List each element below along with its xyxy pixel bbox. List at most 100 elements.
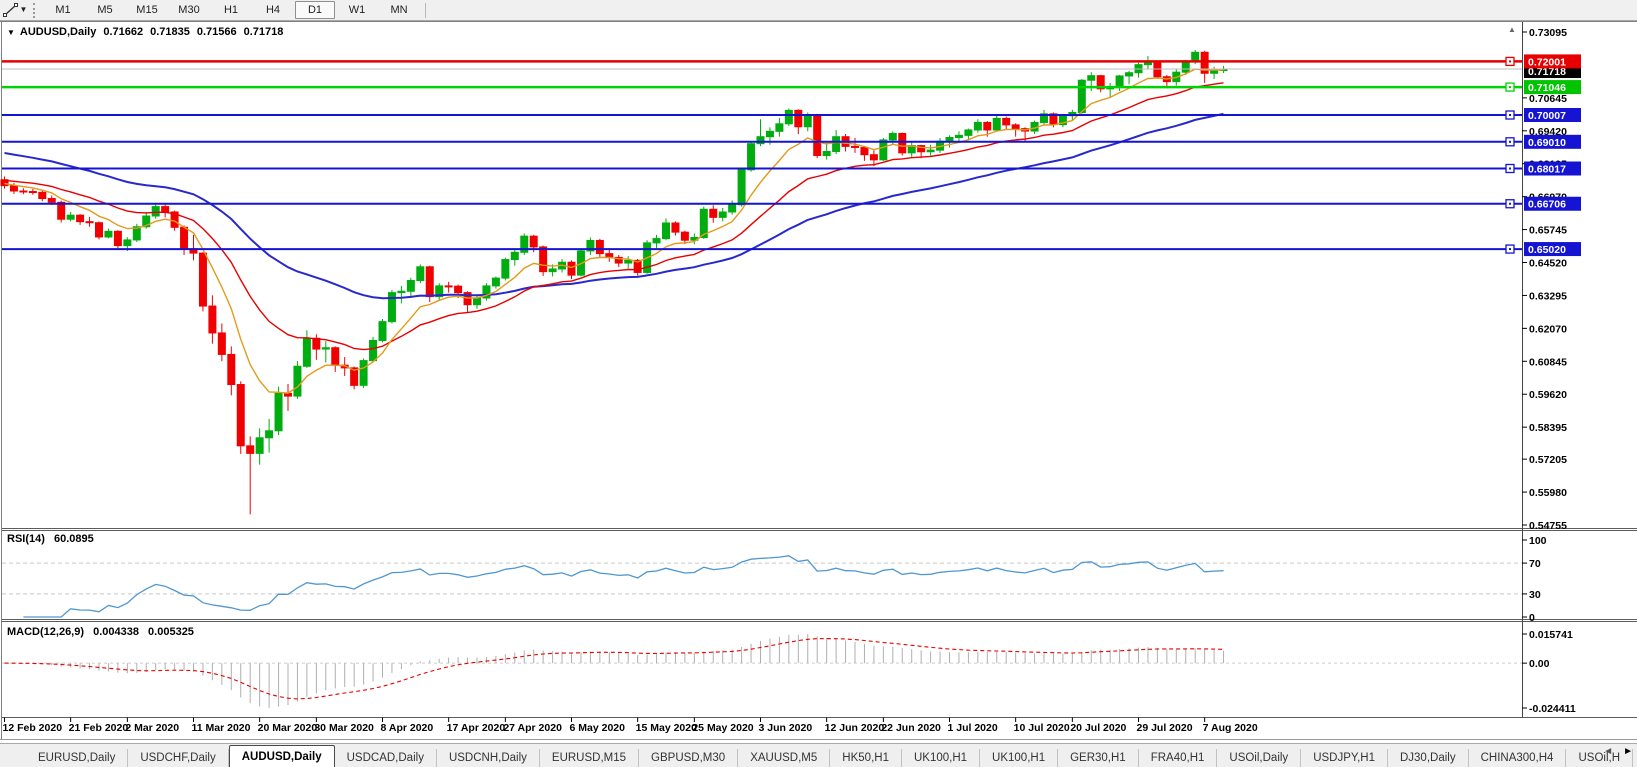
timeframe-button-h4[interactable]: H4: [265, 4, 281, 16]
candle-body: [397, 290, 406, 294]
candle-body: [1096, 75, 1105, 90]
candle-body: [302, 337, 311, 367]
price-tick-label: 0.63295: [1529, 290, 1567, 302]
candle-body: [454, 285, 463, 294]
candle-body: [312, 337, 321, 350]
timeframe-button-mn[interactable]: MN: [390, 4, 408, 16]
candle-body: [794, 109, 803, 128]
candle-body: [161, 206, 170, 213]
tab-scroll-left-icon[interactable]: ◄: [1603, 746, 1614, 757]
timeframe-button-h1[interactable]: H1: [223, 4, 239, 16]
chart-tab-audusd-daily[interactable]: AUDUSD,Daily: [228, 745, 335, 767]
level-line-handle-dot[interactable]: [1509, 248, 1511, 251]
candle-body: [227, 353, 236, 386]
candle-body: [539, 246, 548, 273]
date-tick-label: 3 Jun 2020: [759, 722, 813, 734]
chart-tab-usoil-h[interactable]: USOil,H: [1566, 749, 1633, 767]
candle-body: [1143, 62, 1152, 66]
line-studies-button[interactable]: ▼: [2, 1, 28, 19]
candle-body: [709, 208, 718, 218]
chart-tab-usdchf-daily[interactable]: USDCHF,Daily: [128, 749, 229, 767]
candle-body: [699, 208, 708, 239]
candle-body: [832, 136, 841, 152]
candle-body: [680, 231, 689, 241]
date-tick-label: 2 Mar 2020: [125, 722, 179, 734]
chart-tab-xauusd-m5[interactable]: XAUUSD,M5: [738, 749, 831, 767]
chart-tab-uk100-h1[interactable]: UK100,H1: [902, 749, 981, 767]
chart-tab-ger30-h1[interactable]: GER30,H1: [1058, 749, 1139, 767]
candle-body: [784, 109, 793, 125]
candle-body: [652, 238, 661, 244]
level-line-handle-dot[interactable]: [1509, 140, 1511, 143]
candle-body: [246, 445, 255, 454]
candle-body: [633, 259, 642, 273]
candle-body: [992, 117, 1001, 131]
chart-canvas[interactable]: 0.730950.706450.694200.681950.669700.657…: [0, 0, 1637, 743]
tab-scroll-right-icon[interactable]: ►: [1623, 746, 1633, 757]
chart-tab-usdjpy-h1[interactable]: USDJPY,H1: [1301, 749, 1388, 767]
chart-tab-dj30-daily[interactable]: DJ30,Daily: [1388, 749, 1469, 767]
date-tick-label: 8 Apr 2020: [381, 722, 434, 734]
timeframe-button-m5[interactable]: M5: [97, 4, 113, 16]
chart-tab-hk50-h1[interactable]: HK50,H1: [830, 749, 902, 767]
date-tick-label: 22 Jun 2020: [881, 722, 941, 734]
date-tick-label: 12 Feb 2020: [3, 722, 63, 734]
current-price-label: 0.71718: [1528, 66, 1566, 78]
candle-body: [208, 305, 217, 334]
price-tick-label: 0.54755: [1529, 520, 1567, 532]
chart-tab-eurusd-m15[interactable]: EURUSD,M15: [540, 749, 640, 767]
candle-body: [813, 114, 822, 157]
candle-body: [198, 252, 207, 307]
candle-body: [803, 114, 812, 128]
candle-body: [860, 146, 869, 156]
candle-body: [38, 191, 47, 200]
price-tick-label: 0.55980: [1529, 487, 1567, 499]
blue-level-price-label: 0.69010: [1528, 137, 1566, 149]
timeframe-toolbar: ▼ M1 M5 M15 M30 H1 H4 D1 W1 MN: [0, 0, 1637, 21]
price-tick-label: 0.64520: [1529, 258, 1567, 270]
chart-tab-uk100-h1[interactable]: UK100,H1: [980, 749, 1059, 767]
timeframe-button-m30[interactable]: M30: [178, 4, 200, 16]
chart-title-bar[interactable]: ▼ AUDUSD,Daily 0.71662 0.71835 0.71566 0…: [7, 26, 283, 38]
trendline-icon: [2, 3, 18, 17]
candle-body: [491, 277, 500, 287]
chart-tab-fra40-h1[interactable]: FRA40,H1: [1139, 749, 1218, 767]
candle-body: [737, 169, 746, 206]
price-tick-label: 0.73095: [1529, 27, 1567, 39]
date-tick-label: 11 Mar 2020: [192, 722, 251, 734]
level-line-handle-dot[interactable]: [1509, 114, 1511, 117]
timeframe-button-m1[interactable]: M1: [55, 4, 71, 16]
candle-body: [321, 347, 330, 350]
level-line-handle-dot[interactable]: [1509, 202, 1511, 205]
candle-body: [142, 215, 151, 228]
chart-tab-usdcad-daily[interactable]: USDCAD,Daily: [335, 749, 437, 767]
scroll-to-end-icon[interactable]: ▲: [1508, 25, 1516, 34]
candle-body: [9, 185, 18, 192]
candle-body: [822, 150, 831, 157]
chart-tab-gbpusd-m30[interactable]: GBPUSD,M30: [639, 749, 739, 767]
candle-body: [1115, 75, 1124, 88]
chart-tab-usdcnh-daily[interactable]: USDCNH,Daily: [437, 749, 540, 767]
chart-tab-eurusd-daily[interactable]: EURUSD,Daily: [26, 749, 129, 767]
candle-body: [28, 191, 37, 194]
timeframe-button-m15[interactable]: M15: [136, 4, 158, 16]
level-line-handle-dot[interactable]: [1509, 86, 1511, 89]
level-line-handle-dot[interactable]: [1509, 60, 1511, 63]
candle-body: [236, 384, 245, 447]
candle-body: [1040, 113, 1048, 123]
date-tick-label: 12 Jun 2020: [825, 722, 885, 734]
chart-tab-usoil-daily[interactable]: USOil,Daily: [1217, 749, 1302, 767]
candle-body: [425, 266, 434, 298]
timeframe-button-d1[interactable]: D1: [295, 1, 335, 19]
toolbar-grip-handle[interactable]: [33, 2, 35, 18]
level-line-handle-dot[interactable]: [1509, 167, 1511, 170]
dropdown-caret-icon: ▼: [19, 5, 28, 14]
candle-body: [255, 437, 264, 454]
candle-body: [926, 149, 935, 153]
date-tick-label: 21 Feb 2020: [69, 722, 129, 734]
macd-scale-label: -0.024411: [1529, 703, 1576, 715]
candle-body: [851, 145, 859, 148]
timeframe-button-w1[interactable]: W1: [348, 4, 366, 16]
chart-tab-china300-h4[interactable]: CHINA300,H4: [1469, 749, 1567, 767]
